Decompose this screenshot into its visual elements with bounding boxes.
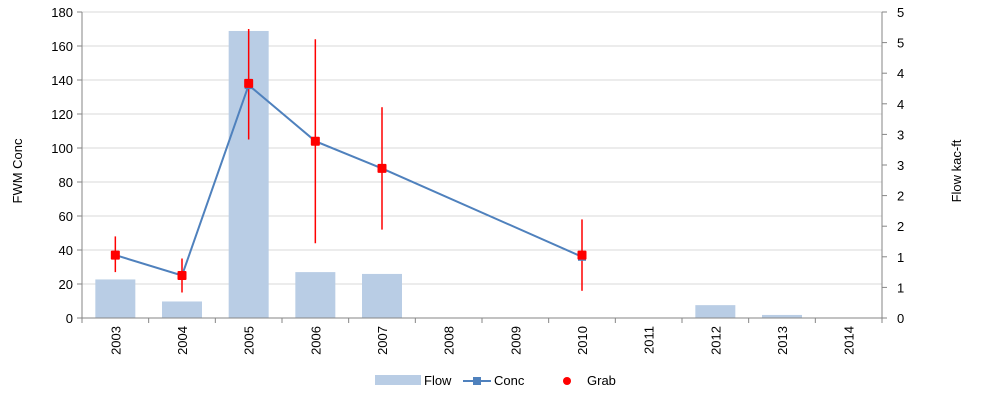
legend-flow-label: Flow [424, 373, 452, 388]
grab-points [110, 78, 587, 280]
axes [81, 12, 883, 319]
left-axis-ticks: 0 20 40 60 80 100 120 140 160 180 [51, 5, 82, 326]
right-tick-label: 0 [897, 311, 904, 326]
x-tick-label: 2003 [108, 326, 123, 355]
grab-error-bars [114, 29, 583, 293]
grab-point [177, 271, 187, 280]
x-tick-label: 2004 [175, 326, 190, 355]
left-tick-label: 160 [51, 39, 73, 54]
x-tick-label: 2009 [508, 326, 523, 355]
right-tick-label: 1 [897, 280, 904, 295]
x-tick-label: 2014 [842, 326, 857, 355]
right-tick-label: 4 [897, 66, 904, 81]
flow-bar [162, 301, 202, 318]
left-tick-label: 100 [51, 141, 73, 156]
right-tick-label: 5 [897, 5, 904, 20]
right-axis-ticks: 0 1 1 2 2 3 3 4 4 5 5 [882, 5, 904, 326]
flow-bar [95, 279, 136, 318]
left-tick-label: 80 [59, 175, 73, 190]
grab-point [377, 163, 387, 173]
right-axis-title: Flow kac-ft [949, 139, 964, 202]
grab-point [577, 250, 587, 260]
legend: Flow Conc Grab [375, 373, 616, 388]
flow-bars [95, 30, 802, 319]
right-tick-label: 5 [897, 36, 904, 51]
grab-point [310, 136, 320, 146]
left-axis-title: FWM Conc [10, 138, 25, 204]
x-tick-label: 2008 [442, 326, 457, 355]
right-tick-label: 3 [897, 158, 904, 173]
conc-polyline [115, 83, 583, 277]
flow-bar [762, 314, 802, 318]
flow-bar [362, 273, 402, 318]
flow-bar [295, 272, 336, 318]
left-tick-label: 0 [66, 311, 73, 326]
grab-point [244, 78, 254, 88]
legend-conc-label: Conc [494, 373, 525, 388]
x-tick-label: 2005 [242, 326, 257, 355]
right-tick-label: 2 [897, 189, 904, 204]
right-tick-label: 1 [897, 250, 904, 265]
left-tick-label: 60 [59, 209, 73, 224]
legend-conc-marker [473, 377, 481, 385]
right-tick-label: 3 [897, 127, 904, 142]
x-tick-label: 2013 [775, 326, 790, 355]
right-tick-label: 2 [897, 219, 904, 234]
legend-grab-label: Grab [587, 373, 616, 388]
x-axis-ticks: 2003 2004 2005 2006 2007 2008 2009 2010 2011 2012… [81, 318, 883, 355]
right-tick-label: 4 [897, 97, 904, 112]
legend-grab-marker [563, 377, 571, 385]
gridlines [82, 11, 882, 319]
x-tick-label: 2007 [375, 326, 390, 355]
left-tick-label: 180 [51, 5, 73, 20]
grab-point [110, 250, 120, 260]
x-tick-label: 2006 [308, 326, 323, 355]
left-tick-label: 120 [51, 107, 73, 122]
legend-flow-swatch [375, 375, 421, 385]
x-tick-label: 2010 [575, 326, 590, 355]
flow-bar [695, 305, 736, 318]
left-tick-label: 20 [59, 277, 73, 292]
left-tick-label: 40 [59, 243, 73, 258]
x-tick-label: 2012 [708, 326, 723, 355]
x-tick-label: 2011 [642, 326, 657, 354]
left-tick-label: 140 [51, 73, 73, 88]
